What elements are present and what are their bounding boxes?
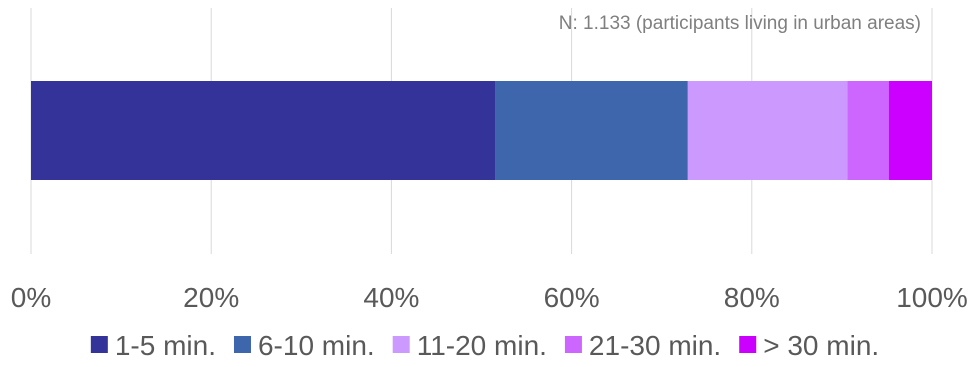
x-tick-label: 60% (544, 282, 600, 313)
bar-segments (31, 81, 932, 180)
bar-segment-4 (888, 81, 932, 180)
legend-label: 11-20 min. (417, 330, 547, 361)
legend-swatch (233, 336, 251, 353)
bar-segment-3 (847, 81, 889, 180)
x-axis-tick-labels: 0% 20% 40% 60% 80% 100% (11, 282, 968, 313)
x-tick-label: 80% (724, 282, 780, 313)
x-tick-label: 100% (896, 282, 968, 313)
legend-item-2: 11-20 min. (392, 330, 547, 361)
legend-swatch (392, 336, 410, 353)
legend-label: > 30 min. (763, 330, 879, 361)
legend-label: 1-5 min. (115, 330, 216, 361)
legend: 1-5 min. 6-10 min. 11-20 min. 21-30 min. > 3… (90, 330, 879, 361)
x-tick-label: 0% (11, 282, 51, 313)
legend-item-0: 1-5 min. (90, 330, 216, 361)
bar-segment-2 (687, 81, 848, 180)
x-tick-label: 20% (183, 282, 239, 313)
legend-item-3: 21-30 min. (564, 330, 721, 361)
legend-label: 6-10 min. (258, 330, 375, 361)
sample-size-note: N: 1.133 (participants living in urban a… (559, 13, 921, 34)
legend-swatch (564, 336, 582, 353)
legend-swatch (90, 336, 108, 353)
bar-segment-1 (495, 81, 688, 180)
legend-item-1: 6-10 min. (233, 330, 375, 361)
legend-label: 21-30 min. (589, 330, 721, 361)
legend-item-4: > 30 min. (739, 330, 879, 361)
legend-swatch (739, 336, 757, 353)
bar-segment-0 (31, 81, 496, 180)
x-tick-label: 40% (363, 282, 419, 313)
